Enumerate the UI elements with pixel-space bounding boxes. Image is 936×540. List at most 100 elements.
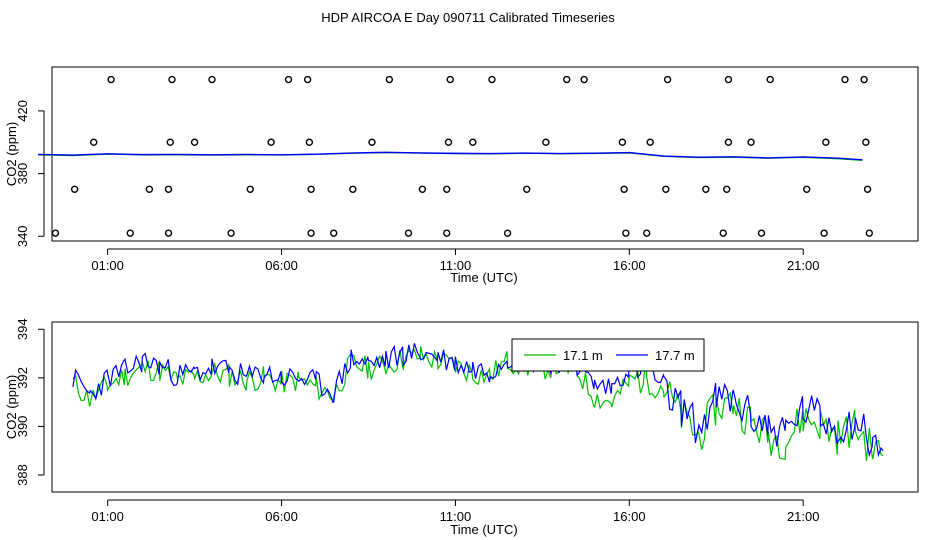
top-plot-frame	[51, 66, 919, 242]
calibration-point	[303, 75, 312, 84]
calibration-point	[702, 185, 710, 193]
bottom-plot-frame	[51, 321, 919, 493]
calibration-point	[190, 138, 199, 146]
calibration-point	[841, 75, 849, 84]
calibration-point	[349, 185, 357, 193]
p0-x-tick-label: 16:00	[613, 258, 646, 273]
calibration-point	[307, 185, 315, 193]
calibration-point	[385, 75, 394, 84]
top-y-axis-label: CO2 (ppm)	[4, 122, 19, 186]
calibration-point	[443, 185, 451, 193]
p1-x-tick-label: 21:00	[787, 509, 820, 524]
calibration-point	[719, 229, 727, 237]
calibration-point	[443, 229, 451, 237]
calibration-point	[724, 75, 733, 84]
p0-y-tick-label: 420	[15, 100, 30, 122]
calibration-point	[469, 138, 477, 146]
calibration-point	[757, 229, 766, 237]
p0-y-tick-label: 380	[15, 163, 30, 185]
calibration-point	[723, 185, 731, 193]
calibration-point	[305, 138, 314, 146]
calibration-point	[663, 75, 672, 84]
calibration-point	[803, 185, 811, 193]
calibration-point	[164, 185, 173, 193]
calibration-point	[307, 229, 315, 237]
bottom-series-17-7-m	[72, 343, 884, 458]
calibration-point	[622, 229, 630, 237]
p1-x-tick-label: 06:00	[265, 509, 298, 524]
calibration-point	[168, 75, 176, 84]
calibration-point	[267, 138, 275, 146]
bottom-y-axis: 388 390 392 394	[15, 318, 45, 486]
calibration-point	[662, 185, 670, 193]
calibration-point	[563, 75, 571, 84]
calibration-point	[863, 185, 872, 193]
calibration-point	[164, 229, 173, 237]
calibration-point	[542, 138, 550, 146]
calibration-point	[145, 185, 154, 193]
calibration-point	[865, 229, 874, 237]
calibration-point	[822, 138, 830, 146]
p1-y-tick-label: 390	[15, 416, 30, 438]
calibration-point	[227, 229, 235, 237]
top-calibration-points	[51, 75, 874, 237]
calibration-point	[90, 138, 98, 146]
calibration-point	[862, 138, 870, 146]
calibration-point	[70, 185, 79, 193]
bottom-series-lines	[72, 343, 884, 462]
calibration-point	[284, 75, 293, 84]
bottom-panel: 01:00 06:00 11:00 16:00 21:00 388 390 392 394 T…	[4, 318, 919, 537]
calibration-point	[580, 75, 588, 84]
legend: 17.1 m 17.7 m	[511, 338, 705, 372]
top-series-17-7-m	[38, 151, 863, 161]
legend-label-blue: 17.7 m	[655, 348, 695, 363]
calibration-point	[418, 185, 427, 193]
calibration-point	[208, 75, 216, 84]
top-x-axis-label: Time (UTC)	[450, 270, 517, 285]
calibration-point	[51, 229, 60, 237]
calibration-point	[646, 138, 654, 146]
bottom-x-axis: 01:00 06:00 11:00 16:00 21:00	[91, 499, 820, 524]
p0-x-tick-label: 21:00	[787, 258, 820, 273]
top-x-axis: 01:00 06:00 11:00 16:00 21:00	[91, 248, 820, 273]
p1-x-tick-label: 01:00	[91, 509, 124, 524]
calibration-point	[820, 229, 828, 237]
calibration-point	[404, 229, 413, 237]
top-series-lines	[38, 151, 863, 161]
bottom-y-axis-label: CO2 (ppm)	[4, 375, 19, 439]
calibration-point	[166, 138, 174, 146]
p1-y-tick-label: 392	[15, 367, 30, 389]
p1-y-tick-label: 388	[15, 464, 30, 486]
calibration-point	[860, 75, 868, 84]
p1-y-tick-label: 394	[15, 318, 30, 340]
bottom-series-17-1-m	[72, 346, 884, 462]
calibration-point	[107, 75, 115, 84]
calibration-point	[724, 138, 733, 146]
calibration-point	[330, 229, 338, 237]
legend-label-green: 17.1 m	[563, 348, 603, 363]
p0-y-tick-label: 340	[15, 225, 30, 247]
p0-x-tick-label: 06:00	[265, 258, 298, 273]
calibration-point	[444, 138, 453, 146]
p1-x-tick-label: 16:00	[613, 509, 646, 524]
bottom-x-axis-label: Time (UTC)	[450, 522, 517, 537]
calibration-point	[368, 138, 376, 146]
figure-title: HDP AIRCOA E Day 090711 Calibrated Times…	[321, 10, 615, 25]
calibration-point	[523, 185, 531, 193]
calibration-point	[766, 75, 774, 84]
calibration-point	[126, 229, 134, 237]
p1-x-tick-label: 11:00	[440, 509, 472, 524]
calibration-point	[620, 185, 628, 193]
top-y-axis: 340 380 420	[15, 100, 45, 247]
p0-x-tick-label: 01:00	[91, 258, 124, 273]
top-panel: 01:00 06:00 11:00 16:00 21:00 340 380 420 Time…	[4, 66, 919, 285]
calibration-point	[446, 75, 454, 84]
calibration-point	[503, 229, 512, 237]
calibration-point	[246, 185, 254, 193]
calibration-point	[618, 138, 627, 146]
p0-x-tick-label: 11:00	[440, 258, 472, 273]
calibration-point	[643, 229, 651, 237]
calibration-point	[488, 75, 496, 84]
calibration-point	[747, 138, 755, 146]
